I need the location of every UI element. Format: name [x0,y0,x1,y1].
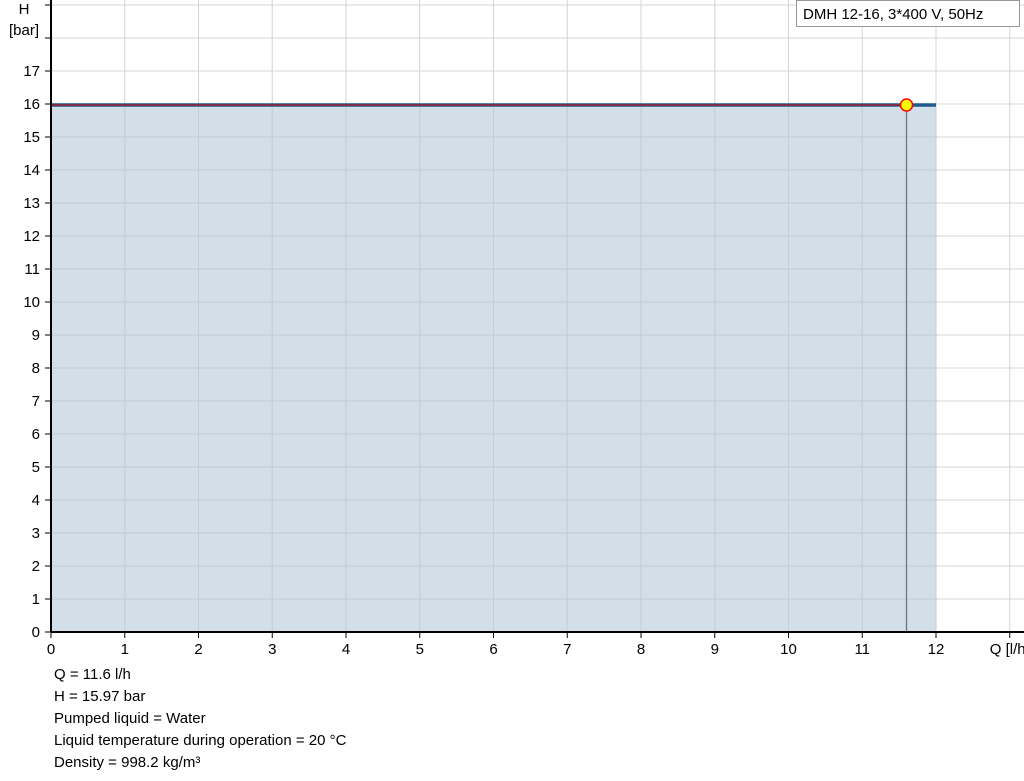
y-tick-label: 6 [32,426,40,443]
y-tick-label: 9 [32,327,40,344]
x-tick-label: 0 [47,641,55,658]
liquid-temperature: Liquid temperature during operation = 20… [54,732,347,749]
x-tick-label: 5 [416,641,424,658]
y-tick-label: 5 [32,459,40,476]
y-tick-label: 12 [23,228,40,245]
x-tick-label: 2 [194,641,202,658]
x-tick-label: 4 [342,641,350,658]
density: Density = 998.2 kg/m³ [54,754,201,771]
duty-point [899,98,914,112]
x-tick-label: 12 [928,641,945,658]
x-tick-label: 3 [268,641,276,658]
y-tick-label: 3 [32,525,40,542]
y-tick-label: 14 [23,162,40,179]
y-axis-label: H [19,1,30,18]
x-tick-label: 9 [711,641,719,658]
y-tick-label: 17 [23,63,40,80]
y-tick-label: 10 [23,294,40,311]
y-axis-unit: [bar] [9,22,39,39]
x-tick-label: 1 [121,641,129,658]
y-tick-label: 8 [32,360,40,377]
legend: DMH 12-16, 3*400 V, 50Hz [796,0,1020,27]
y-tick-label: 15 [23,129,40,146]
duty-info: Q = 11.6 l/h H = 15.97 bar Pumped liquid… [54,664,346,774]
y-tick-label: 16 [23,96,40,113]
y-tick-label: 0 [32,624,40,641]
x-tick-label: 8 [637,641,645,658]
pumped-liquid: Pumped liquid = Water [54,710,206,727]
y-tick-label: 2 [32,558,40,575]
x-tick-label: 11 [854,641,870,658]
y-tick-label: 13 [23,195,40,212]
x-tick-label: 6 [489,641,497,658]
x-axis-label: Q [l/h] [990,641,1024,658]
y-tick-label: 1 [32,591,40,608]
y-tick-label: 4 [32,492,40,509]
flow-value: Q = 11.6 l/h [54,666,131,683]
y-tick-label: 11 [24,261,40,278]
head-value: H = 15.97 bar [54,688,146,705]
x-tick-label: 7 [563,641,571,658]
y-tick-label: 7 [32,393,40,410]
x-tick-label: 10 [780,641,797,658]
